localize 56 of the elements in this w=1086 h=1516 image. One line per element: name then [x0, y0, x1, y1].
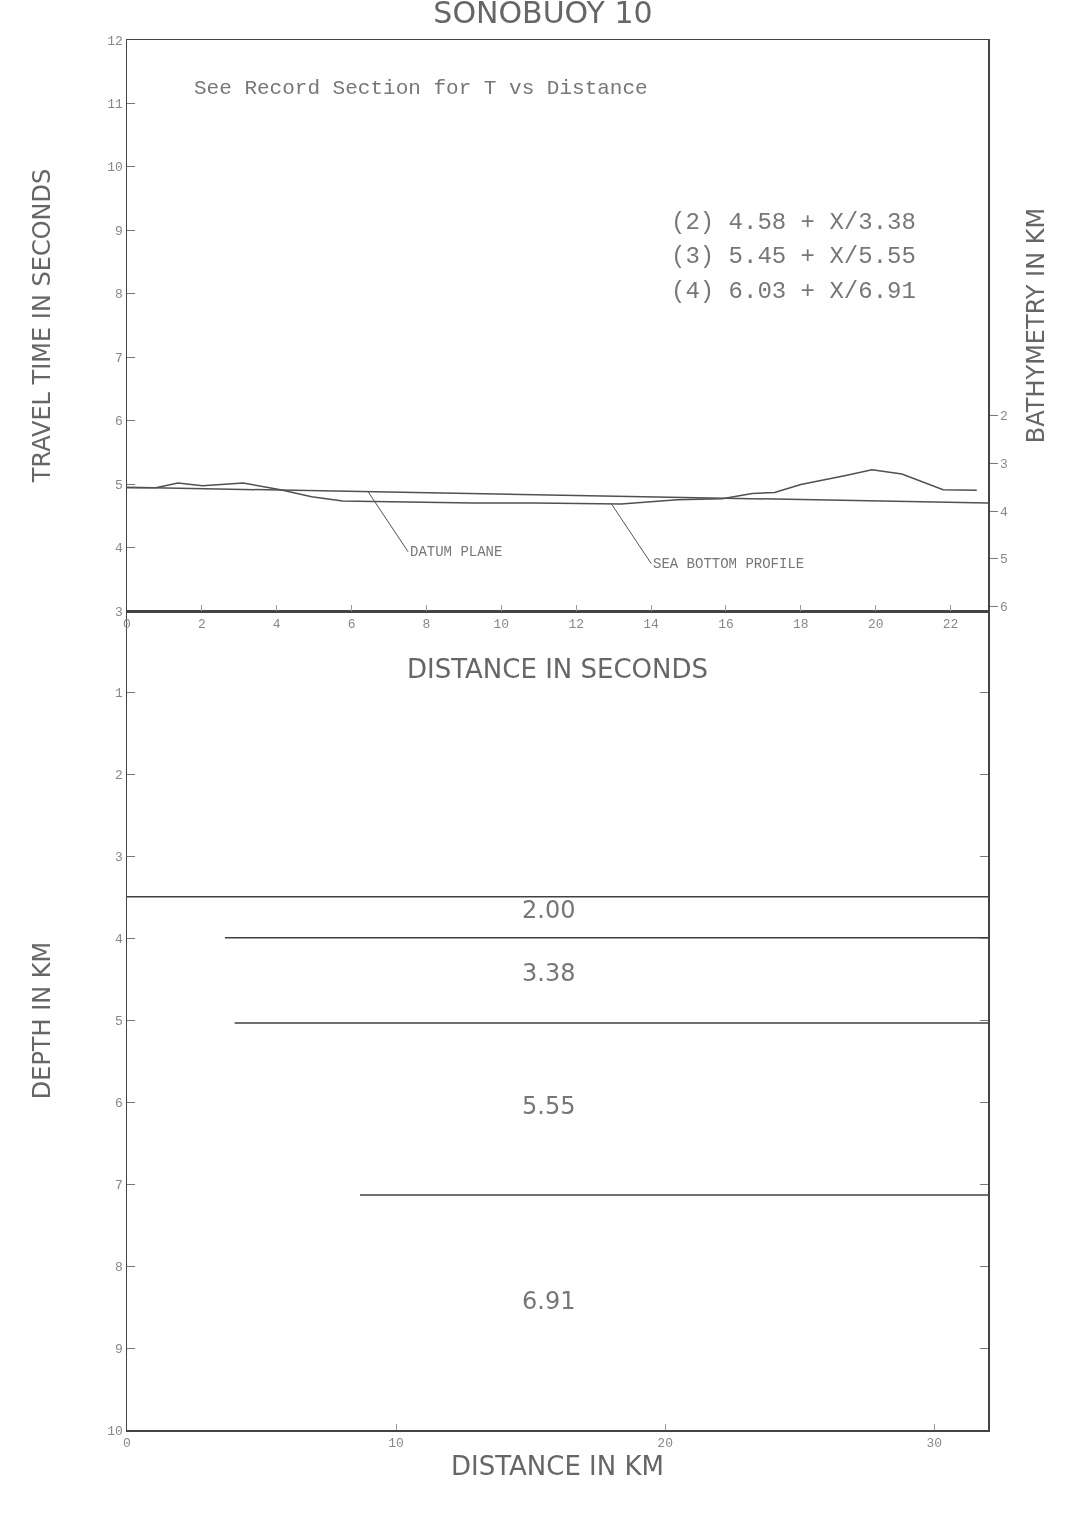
y2-tick-label: 2 [1000, 409, 1008, 425]
y-tick-label: 10 [107, 160, 123, 176]
x-tick-label: 30 [926, 1436, 942, 1452]
y-tick-label: 12 [107, 33, 123, 49]
x-tick-label: 14 [643, 617, 660, 633]
annotation: (2) 4.58 + X/3.38 [671, 209, 916, 236]
y2-tick-label: 6 [1000, 599, 1008, 615]
x-tick-label: 0 [123, 1436, 131, 1452]
y-tick-label: 8 [115, 287, 123, 303]
y-tick-label: 4 [115, 932, 124, 948]
x-tick-label: 2 [197, 617, 206, 633]
y-tick-label: 9 [115, 1341, 123, 1357]
annotation: 6.91 [522, 1287, 576, 1315]
y-tick-label: 5 [115, 477, 123, 493]
y-tick-label: 8 [115, 1259, 123, 1275]
x-tick-label: 18 [793, 617, 809, 633]
annotation: 3.38 [522, 959, 576, 987]
y-axis-title: TRAVEL TIME IN SECONDS [27, 168, 56, 484]
text: DATUM PLANE [410, 544, 503, 560]
y-axis-title: DEPTH IN KM [27, 941, 56, 1100]
x-tick-label: 20 [657, 1436, 673, 1452]
x-tick-label: 12 [568, 617, 585, 633]
x-tick-label: 10 [388, 1436, 404, 1452]
text: SEA BOTTOM PROFILE [653, 556, 805, 572]
y-tick-label: 3 [115, 850, 123, 866]
y-tick-label: 3 [115, 604, 123, 620]
y-tick-label: 7 [115, 1177, 123, 1193]
x-tick-label: 6 [347, 617, 356, 633]
y-tick-label: 10 [107, 1423, 123, 1439]
x-axis-title: DISTANCE IN SECONDS [407, 654, 709, 684]
y-tick-label: 1 [115, 686, 124, 702]
y-tick-label: 7 [115, 350, 123, 366]
x-tick-label: 10 [493, 617, 510, 633]
x-tick-label: 16 [718, 617, 734, 633]
chart-title: SONOBUOY 10 [433, 0, 653, 30]
x-tick-label: 22 [942, 617, 959, 633]
y-tick-label: 6 [115, 414, 123, 430]
y-tick-label: 11 [107, 96, 124, 112]
annotation: (3) 5.45 + X/5.55 [671, 243, 916, 270]
x-tick-label: 8 [422, 617, 431, 633]
x-tick-label: 4 [272, 617, 281, 633]
y-tick-label: 5 [115, 1014, 123, 1030]
annotation: 5.55 [522, 1092, 576, 1120]
y2-tick-label: 3 [1000, 457, 1008, 473]
annotation: (4) 6.03 + X/6.91 [671, 278, 916, 305]
annotation: See Record Section for T vs Distance [194, 77, 648, 100]
y2-axis-title: BATHYMETRY IN KM [1022, 207, 1051, 444]
y2-tick-label: 5 [1000, 552, 1008, 568]
y-tick-label: 9 [115, 223, 123, 239]
y-tick-label: 6 [115, 1095, 123, 1111]
y-tick-label: 4 [115, 541, 124, 557]
x-tick-label: 20 [867, 617, 884, 633]
x-axis-title: DISTANCE IN KM [450, 1451, 665, 1482]
y2-tick-label: 4 [1000, 504, 1009, 520]
y-tick-label: 2 [115, 768, 123, 784]
annotation: 2.00 [522, 896, 576, 924]
